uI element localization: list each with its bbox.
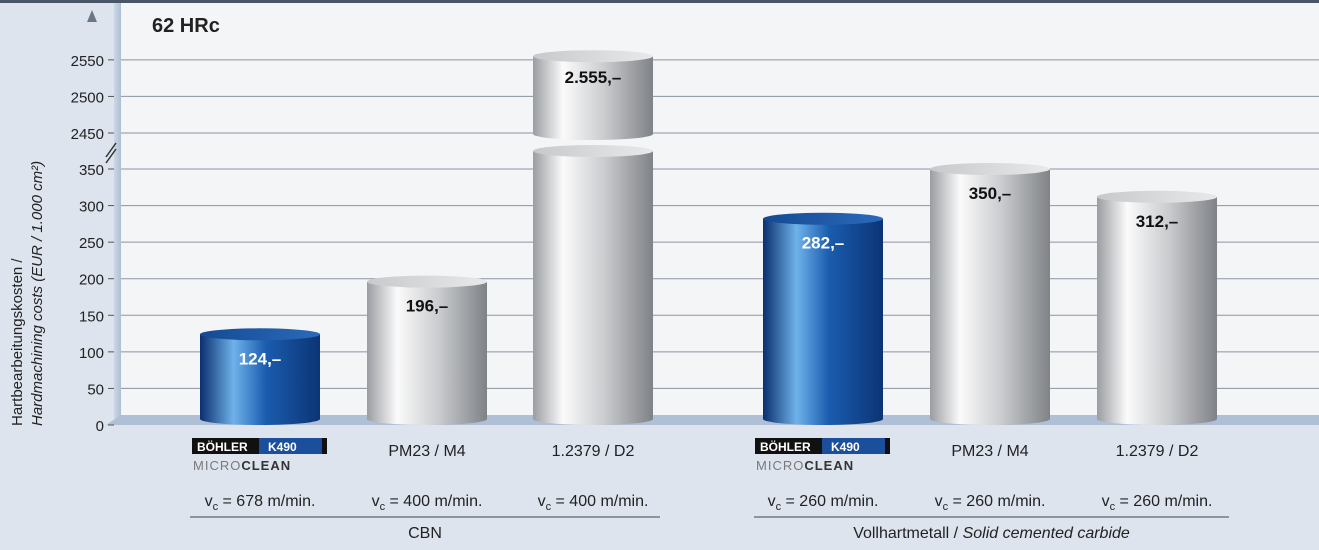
brand-logo-name: BÖHLER xyxy=(760,439,811,454)
chart-title: 62 HRc xyxy=(152,15,220,37)
bar-body xyxy=(200,334,320,425)
material-label: PM23 / M4 xyxy=(388,443,465,460)
header-line xyxy=(0,0,1319,3)
y-tick-label: 0 xyxy=(96,418,104,435)
speed-label: vc = 400 m/min. xyxy=(538,493,649,513)
speed-label: vc = 260 m/min. xyxy=(1102,493,1213,513)
y-tick-label: 200 xyxy=(79,272,104,289)
y-tick-labels: 0 50 100 150 200 250 300 350 2450 2500 2550 xyxy=(71,53,117,435)
bar-value-label: 282,– xyxy=(802,234,845,253)
y-tick-label: 300 xyxy=(79,199,104,216)
y-tick-label: 250 xyxy=(79,235,104,252)
y-tick-label: 2550 xyxy=(71,53,104,70)
material-label: 1.2379 / D2 xyxy=(552,443,635,460)
y-tick-label: 350 xyxy=(79,162,104,179)
speed-label: vc = 400 m/min. xyxy=(372,493,483,513)
bar-value-label: 124,– xyxy=(239,349,282,368)
bar-body xyxy=(930,169,1050,425)
bar-top xyxy=(533,50,653,63)
speed-label: vc = 260 m/min. xyxy=(935,493,1046,513)
brand-logo-box xyxy=(755,438,822,454)
bars: 124,– 196,– 2.555,– 282,– 350,– 312,– xyxy=(200,50,1217,425)
brand-logo-box xyxy=(192,438,259,454)
y-tick-label: 150 xyxy=(79,308,104,325)
y-axis-arrow-icon xyxy=(87,10,97,22)
bar-value-label: 350,– xyxy=(969,184,1012,203)
axis-break-mark xyxy=(105,148,117,164)
y-tick-label: 2500 xyxy=(71,89,104,106)
bar-top xyxy=(200,328,320,341)
x-labels: BÖHLER K490 MICROCLEAN vc = 678 m/min. PM23 … xyxy=(192,438,1212,513)
bar-value-label: 2.555,– xyxy=(565,68,622,87)
brand-logo-grade: K490 xyxy=(268,440,297,454)
bar-body xyxy=(533,151,653,425)
bar-value-label: 312,– xyxy=(1136,212,1179,231)
brand-logo-grade: K490 xyxy=(831,440,860,454)
group-name: CBN xyxy=(408,525,442,542)
brand-logo-box xyxy=(822,438,885,454)
speed-label: vc = 260 m/min. xyxy=(768,493,879,513)
group-labels: CBN Vollhartmetall / Solid cemented carbi… xyxy=(190,516,1229,542)
brand-logo-sub: MICROCLEAN xyxy=(756,458,854,473)
group-name: Vollhartmetall / Solid cemented carbide xyxy=(853,525,1130,542)
material-label: 1.2379 / D2 xyxy=(1116,443,1199,460)
bar-body xyxy=(1097,196,1217,425)
gridlines xyxy=(121,59,1319,389)
brand-logo: BÖHLER K490 MICROCLEAN xyxy=(755,438,890,473)
plot-left-wall xyxy=(114,3,121,422)
y-axis-label-line2: Hardmachining costs (EUR / 1.000 cm²) xyxy=(29,161,46,426)
y-axis-label-line1: Hartbearbeitungskosten / xyxy=(9,258,26,426)
bar-top xyxy=(763,212,883,225)
brand-logo-box xyxy=(885,438,890,454)
bar-body xyxy=(367,281,487,425)
brand-logo-box xyxy=(259,438,322,454)
brand-logo-name: BÖHLER xyxy=(197,439,248,454)
speed-label: vc = 678 m/min. xyxy=(205,493,316,513)
brand-logo-box xyxy=(322,438,327,454)
brand-logo: BÖHLER K490 MICROCLEAN xyxy=(192,438,327,473)
y-tick-label: 2450 xyxy=(71,126,104,143)
bar-top xyxy=(367,275,487,288)
bar-top xyxy=(930,163,1050,176)
material-label: PM23 / M4 xyxy=(951,443,1028,460)
brand-logo-sub: MICROCLEAN xyxy=(193,458,291,473)
bar-value-label: 196,– xyxy=(406,297,449,316)
bar-body xyxy=(533,56,653,140)
y-tick-label: 50 xyxy=(87,381,104,398)
axis-break-mark xyxy=(105,142,117,158)
bar-top xyxy=(533,145,653,158)
bar-body xyxy=(763,218,883,425)
y-tick-label: 100 xyxy=(79,345,104,362)
bar-top xyxy=(1097,190,1217,203)
